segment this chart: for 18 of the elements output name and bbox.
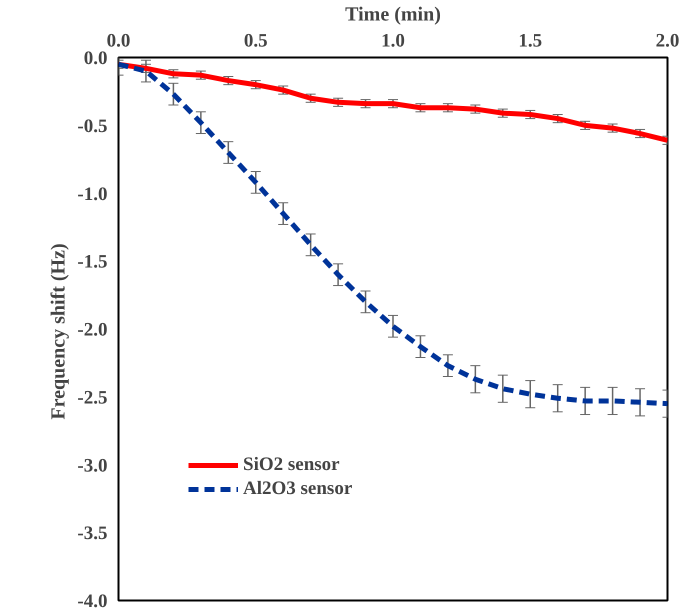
y-tick-label: -3.0 <box>77 455 108 476</box>
y-axis-title: Frequency shift (Hz) <box>47 243 70 420</box>
y-tick-label: -0.5 <box>77 116 108 137</box>
x-tick-label: 0.5 <box>244 30 268 52</box>
legend-label: SiO2 sensor <box>243 454 340 476</box>
x-tick-label: 1.5 <box>518 30 542 52</box>
y-tick-label: -2.5 <box>77 387 108 408</box>
legend-label: Al2O3 sensor <box>243 478 352 500</box>
y-tick-label: 0.0 <box>84 48 108 69</box>
x-tick-label: 1.0 <box>381 30 405 52</box>
y-tick-label: -3.5 <box>77 523 108 544</box>
y-tick-label: -2.0 <box>77 320 108 340</box>
y-tick-label: -1.0 <box>77 184 108 205</box>
x-tick-label: 0.0 <box>106 30 130 52</box>
y-tick-label: -1.5 <box>77 252 108 273</box>
y-tick-label: -4.0 <box>77 591 108 608</box>
x-axis-title: Time (min) <box>345 4 441 26</box>
x-tick-label: 2.0 <box>656 30 680 52</box>
